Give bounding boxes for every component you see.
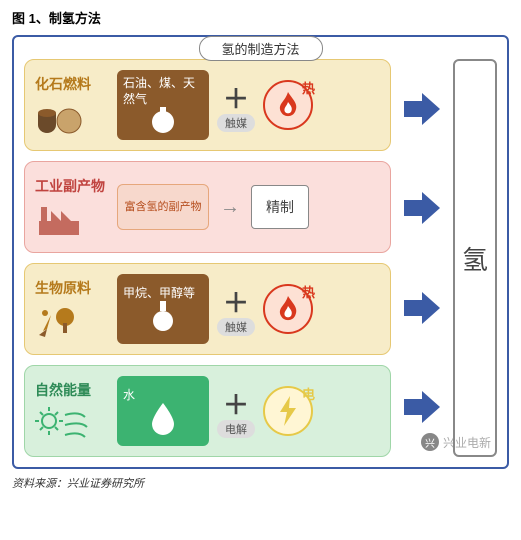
logo-icon: 兴 <box>421 433 439 451</box>
arrows-column <box>399 59 445 457</box>
input-box: 甲烷、甲醇等 <box>117 274 209 344</box>
fuel-icon <box>148 105 178 138</box>
method-row-bio: 生物原料 甲烷、甲醇等 ＋触媒 热 <box>24 263 391 355</box>
sub-label-pill: 触媒 <box>217 114 255 132</box>
methods-column: 化石燃料 石油、煤、天然气 ＋触媒 热工业副产物 富含氢的副产物→精制生物原料 <box>24 59 391 457</box>
row-label: 工业副产物 <box>35 176 105 196</box>
row-label: 生物原料 <box>35 278 91 298</box>
output-box: 氢 <box>453 59 497 457</box>
drop-icon <box>150 401 176 438</box>
input-box: 富含氢的副产物 <box>117 184 209 230</box>
flask-icon <box>150 299 176 336</box>
small-arrow-icon: → <box>215 196 245 219</box>
operator-col: ＋触媒 <box>215 79 257 132</box>
row-left: 生物原料 <box>35 278 111 341</box>
energy-label: 热 <box>302 78 315 97</box>
row-label: 自然能量 <box>35 380 91 400</box>
row-left: 化石燃料 <box>35 74 111 137</box>
method-row-renewable: 自然能量 水 ＋电解 电 <box>24 365 391 457</box>
method-row-fossil: 化石燃料 石油、煤、天然气 ＋触媒 热 <box>24 59 391 151</box>
watermark: 兴 兴业电新 <box>421 433 491 451</box>
input-text: 石油、煤、天然气 <box>117 72 209 107</box>
diagram-header: 氢的制造方法 <box>198 36 322 61</box>
energy-label: 热 <box>302 282 315 301</box>
input-box: 石油、煤、天然气 <box>117 70 209 140</box>
input-box: 水 <box>117 376 209 446</box>
energy-circle: 热 <box>263 80 313 130</box>
row-left: 工业副产物 <box>35 176 111 239</box>
sunwind-icon <box>35 403 91 443</box>
input-text: 富含氢的副产物 <box>121 200 206 214</box>
operator-col: ＋电解 <box>215 385 257 438</box>
diagram-frame: 氢的制造方法 化石燃料 石油、煤、天然气 ＋触媒 热工业副产物 富含氢的副产物→… <box>12 35 509 469</box>
source-citation: 资料来源：兴业证券研究所 <box>12 475 509 491</box>
figure-title: 图 1、制氢方法 <box>12 8 509 27</box>
sub-label-pill: 电解 <box>217 420 255 438</box>
energy-label: 电 <box>302 384 315 403</box>
row-label: 化石燃料 <box>35 74 91 94</box>
row-left: 自然能量 <box>35 380 111 443</box>
plus-icon: ＋ <box>222 79 250 116</box>
plus-icon: ＋ <box>222 283 250 320</box>
method-row-byproduct: 工业副产物 富含氢的副产物 → 精制 <box>24 161 391 253</box>
sub-label-pill: 触媒 <box>217 318 255 336</box>
barrels-icon <box>35 97 91 137</box>
energy-circle: 电 <box>263 386 313 436</box>
biomass-icon <box>35 301 91 341</box>
plus-icon: ＋ <box>222 385 250 422</box>
factory-icon <box>35 199 91 239</box>
operator-col: ＋触媒 <box>215 283 257 336</box>
energy-circle: 热 <box>263 284 313 334</box>
refine-box: 精制 <box>251 185 309 229</box>
